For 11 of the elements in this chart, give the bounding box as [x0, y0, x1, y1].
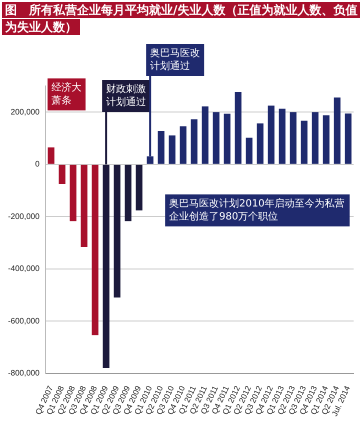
y-tick-label: 0: [35, 160, 40, 169]
annotation: 财政刺激计划通过: [106, 83, 146, 108]
y-tick-label: -600,000: [8, 316, 40, 326]
y-tick-label: -800,000: [8, 368, 40, 378]
annotation: 经济大萧条: [52, 82, 82, 107]
annotation: 奥巴马医改计划通过: [150, 47, 200, 72]
annotation: 奥巴马医改计划2010年启动至今为私营企业创造了980万个职位: [169, 198, 345, 223]
y-tick-label: 200,000: [10, 107, 40, 116]
y-tick-label: -200,000: [8, 212, 40, 221]
y-tick-label: -400,000: [8, 264, 40, 274]
chart-title: 图 所有私营企业每月平均就业/失业人数（正值为就业人数、负值为失业人数）: [2, 2, 360, 35]
